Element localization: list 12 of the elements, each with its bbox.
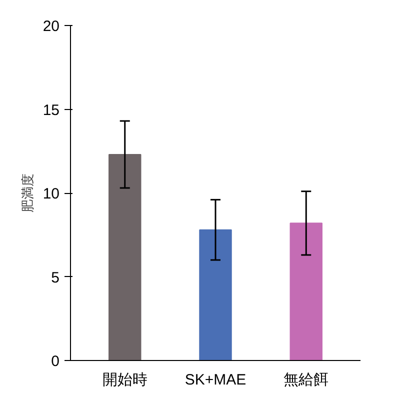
y-axis-title: 肥満度 — [20, 174, 35, 212]
y-tick-label: 10 — [42, 186, 60, 202]
x-tick-label: 無給餌 — [284, 372, 329, 388]
y-tick-label: 5 — [51, 269, 60, 286]
bar — [290, 222, 322, 360]
x-tick-label: SK+MAE — [184, 372, 246, 388]
y-tick-label: 20 — [42, 18, 60, 35]
y-tick-label: 15 — [42, 102, 60, 119]
bar — [108, 154, 142, 360]
x-tick-label: 開始時 — [102, 372, 148, 388]
bar — [199, 229, 232, 360]
y-tick-label: 0 — [51, 353, 60, 370]
